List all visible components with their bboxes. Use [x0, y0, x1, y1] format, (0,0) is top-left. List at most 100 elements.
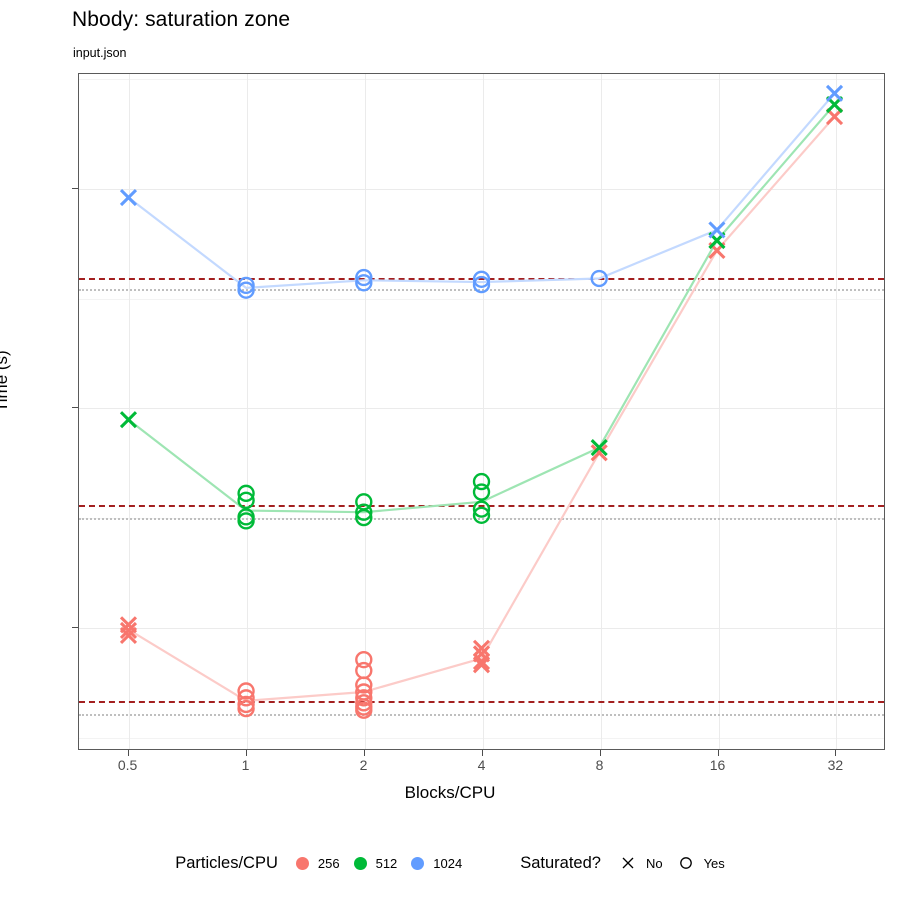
point-marker-cross	[119, 188, 138, 207]
x-tick-mark	[481, 750, 483, 756]
data-series-layer	[119, 84, 844, 719]
legend-item-particles-256[interactable]: 256	[295, 855, 340, 871]
x-gridline	[600, 74, 602, 749]
x-gridline	[364, 74, 366, 749]
point-marker-circle	[237, 689, 255, 707]
y-gridline	[79, 408, 884, 410]
x-tick-mark	[835, 750, 837, 756]
x-tick-label: 8	[595, 757, 604, 773]
shape-legend-title: Saturated?	[520, 853, 601, 872]
legend-cross-icon	[622, 857, 634, 869]
legend-item-particles-512[interactable]: 512	[353, 855, 398, 871]
legend-item-label: Yes	[703, 855, 725, 871]
x-tick-mark	[127, 750, 129, 756]
legend-color-dot-icon	[295, 856, 309, 870]
point-marker-circle	[237, 682, 255, 700]
color-legend: Particles/CPU 256 512 1024	[175, 854, 462, 873]
x-tick-label: 2	[359, 757, 368, 773]
point-marker-cross	[825, 84, 844, 102]
point-marker-circle	[237, 491, 255, 510]
series-line-256	[127, 115, 836, 702]
point-marker-circle	[472, 472, 491, 491]
point-marker-circle	[472, 270, 491, 288]
series-points-1024	[119, 84, 844, 299]
y-tick-mark	[72, 627, 78, 628]
point-marker-circle	[355, 268, 373, 287]
legend-color-dot-icon	[353, 856, 367, 870]
series-points-256	[119, 108, 844, 719]
y-gridline-minor	[79, 78, 884, 80]
x-gridline	[482, 74, 484, 749]
x-tick-label: 16	[709, 757, 726, 773]
point-marker-cross	[590, 439, 608, 457]
y-gridline-minor	[79, 298, 884, 300]
plot-panel	[78, 73, 885, 750]
reference-line-dotted	[79, 288, 884, 291]
point-marker-cross	[119, 621, 138, 640]
x-tick-label: 0.5	[117, 757, 138, 773]
color-legend-title: Particles/CPU	[175, 853, 278, 872]
chart-legend: Particles/CPU 256 512 1024 Saturated? No Ye…	[0, 838, 900, 888]
point-marker-circle	[355, 701, 373, 719]
x-tick-label: 1	[241, 757, 250, 773]
y-tick-mark	[72, 407, 78, 409]
legend-item-label: 256	[317, 855, 340, 871]
x-axis-title: Blocks/CPU	[404, 783, 496, 802]
x-tick-label: 32	[827, 757, 844, 773]
point-marker-circle	[237, 699, 255, 718]
point-marker-cross	[472, 639, 491, 657]
x-tick-mark	[717, 750, 719, 756]
point-marker-circle	[355, 689, 373, 707]
series-line-1024	[127, 92, 836, 289]
y-gridline	[79, 628, 884, 629]
x-tick-mark	[599, 750, 601, 756]
point-marker-circle	[237, 484, 255, 503]
reference-line-dashed	[79, 701, 884, 704]
point-marker-circle	[355, 508, 373, 527]
point-marker-circle	[355, 503, 373, 521]
point-marker-cross	[472, 656, 491, 674]
chart-title: Nbody: saturation zone	[72, 8, 291, 31]
point-marker-circle	[472, 500, 491, 518]
point-marker-circle	[355, 661, 373, 680]
reference-line-dotted	[79, 714, 884, 717]
x-tick-mark	[245, 750, 247, 756]
point-marker-cross	[119, 626, 138, 645]
legend-circle-icon	[679, 857, 692, 869]
x-tick-mark	[363, 750, 365, 756]
reference-line-dashed	[79, 278, 884, 281]
y-tick-mark	[72, 187, 78, 189]
point-marker-circle	[237, 276, 255, 295]
x-gridline	[836, 74, 838, 749]
point-marker-circle	[355, 650, 373, 669]
point-marker-circle	[237, 512, 255, 530]
reference-line-dashed	[79, 504, 884, 507]
y-gridline	[79, 188, 884, 190]
point-marker-circle	[472, 506, 491, 524]
series-points-512	[119, 95, 844, 530]
x-gridline	[246, 74, 248, 749]
point-marker-circle	[590, 269, 608, 288]
point-marker-circle	[472, 483, 491, 501]
legend-item-saturated-no[interactable]: No	[619, 854, 663, 872]
legend-item-particles-1024[interactable]: 1024	[411, 856, 462, 871]
point-marker-cross	[708, 221, 726, 239]
point-marker-circle	[355, 676, 373, 694]
shape-legend: Saturated? No Yes	[520, 854, 725, 873]
legend-item-saturated-yes[interactable]: Yes	[677, 854, 725, 872]
point-marker-circle	[355, 274, 373, 292]
chart-subtitle: input.json	[73, 46, 127, 60]
legend-item-label: No	[645, 855, 663, 871]
x-gridline	[128, 74, 130, 749]
point-marker-cross	[472, 652, 491, 671]
point-marker-circle	[237, 281, 255, 299]
point-marker-circle	[472, 275, 491, 294]
plot-area	[79, 74, 884, 749]
x-tick-label: 4	[477, 757, 486, 773]
point-marker-cross	[119, 411, 138, 429]
series-line-512	[127, 103, 836, 514]
legend-item-label: 1024	[433, 855, 463, 871]
point-marker-cross	[590, 444, 608, 462]
legend-item-label: 512	[375, 855, 398, 871]
legend-color-dot-icon	[411, 856, 425, 870]
